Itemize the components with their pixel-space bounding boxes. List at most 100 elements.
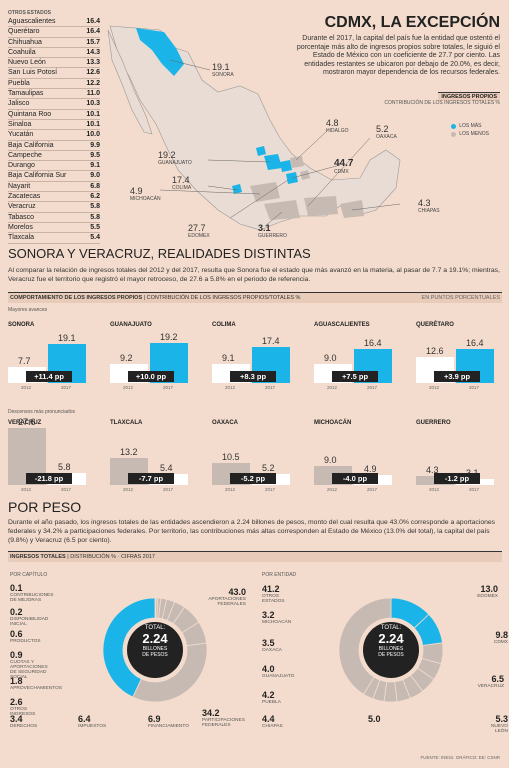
state-row: Tamaulipas 11.0 bbox=[8, 89, 100, 100]
bar-year-label: 2017 bbox=[61, 385, 72, 390]
right-total-label: TOTAL: bbox=[380, 625, 402, 631]
donut-label: 13.0 EDOMEX bbox=[477, 584, 498, 599]
michoacan-region bbox=[250, 182, 280, 202]
donut-label: 4.4 CHIAPAS bbox=[262, 714, 283, 729]
mexico-map bbox=[107, 25, 401, 231]
donut-label: 0.6 PRODUCTOS bbox=[10, 629, 41, 644]
donut-header-sub: DISTRIBUCIÓN % · CIFRAS 2017 bbox=[70, 554, 155, 560]
bar-year-label: 2012 bbox=[327, 385, 338, 390]
state-name: Baja California bbox=[8, 141, 54, 149]
state-value: 9.1 bbox=[90, 162, 100, 170]
donut-label: 4.0 GUANAJUATO bbox=[262, 664, 295, 679]
bar-year-label: 2012 bbox=[21, 385, 32, 390]
bar-year-label: 2017 bbox=[265, 487, 276, 492]
state-name: Zacatecas bbox=[8, 193, 41, 201]
bar-value-label: 19.1 bbox=[58, 332, 76, 343]
donut-label: 0.2 DISPONIBILIDAD INICIAL bbox=[10, 607, 49, 627]
source-credit: FUENTE: INEGI. GRÁFICO: EE: CSNR bbox=[420, 755, 500, 760]
donut-label: 4.2 PUEBLA bbox=[262, 690, 281, 705]
bar-value-label: 13.2 bbox=[120, 446, 138, 457]
donut-label: 3.5 OAXACA bbox=[262, 638, 282, 653]
state-list-header: OTROS ESTADOS bbox=[8, 10, 51, 16]
map-label-guanajuato: 19.2 GUANAJUATO bbox=[158, 150, 192, 166]
change-badge: +3.9 pp bbox=[434, 371, 480, 382]
main-description: Durante el 2017, la capital del país fue… bbox=[296, 35, 500, 77]
state-name: Baja California Sur bbox=[8, 172, 67, 180]
state-name: Nayarit bbox=[8, 182, 31, 190]
map-label-guerrero: 3.1 GUERRERO bbox=[258, 223, 287, 239]
donut-label: 1.8 APROVECHAMIENTOS bbox=[10, 676, 62, 691]
donut-slice bbox=[338, 597, 392, 695]
map-label-edomex: 27.7 EDOMEX bbox=[188, 223, 210, 239]
bar-year-label: 2017 bbox=[469, 385, 480, 390]
right-total-unit1: BILLONES bbox=[378, 646, 404, 652]
state-value: 5.5 bbox=[90, 223, 100, 231]
left-donut-title: POR CAPÍTULO bbox=[10, 572, 48, 578]
state-value: 5.4 bbox=[90, 234, 100, 242]
bar-chart-header-title: COMPORTAMIENTO DE LOS INGRESOS PROPIOS bbox=[10, 295, 143, 301]
bar-state-name: SONORA bbox=[8, 322, 35, 328]
state-list: OTROS ESTADOS Aguascalientes 16.4 Querétar… bbox=[8, 10, 100, 244]
bar-value-label: 16.4 bbox=[364, 338, 382, 349]
state-name: Nuevo León bbox=[8, 59, 46, 67]
state-row: Durango 9.1 bbox=[8, 161, 100, 172]
state-row: San Luis Potosí 12.6 bbox=[8, 68, 100, 79]
tlaxcala-region bbox=[300, 170, 310, 180]
state-name: Puebla bbox=[8, 79, 30, 87]
state-row: Aguascalientes 16.4 bbox=[8, 17, 100, 28]
section3-title: POR PESO bbox=[8, 499, 82, 515]
donut-header-title: INGRESOS TOTALES bbox=[10, 554, 66, 560]
state-row: Campeche 9.5 bbox=[8, 151, 100, 162]
legend-item-most: LOS MÁS bbox=[451, 123, 489, 129]
right-donut-title: POR ENTIDAD bbox=[262, 572, 297, 578]
state-row: Tlaxcala 5.4 bbox=[8, 233, 100, 244]
state-value: 11.0 bbox=[86, 90, 100, 98]
state-row: Sinaloa 10.1 bbox=[8, 120, 100, 131]
left-total-unit1: BILLONES bbox=[142, 646, 168, 652]
state-value: 16.4 bbox=[86, 18, 100, 25]
map-label-colima: 17.4 COLIMA bbox=[172, 175, 192, 191]
state-row: Puebla 12.2 bbox=[8, 79, 100, 90]
state-name: Durango bbox=[8, 162, 35, 170]
state-row: Chihuahua 15.7 bbox=[8, 38, 100, 48]
bar-state-name: COLIMA bbox=[212, 322, 236, 328]
bar-year-label: 2012 bbox=[429, 385, 440, 390]
bar-year-label: 2012 bbox=[327, 487, 338, 492]
bar-year-label: 2017 bbox=[469, 487, 480, 492]
donut-center bbox=[127, 622, 183, 678]
bar-value-label: 9.2 bbox=[120, 352, 133, 363]
bar-value-label: 9.0 bbox=[324, 353, 337, 364]
section2-title: SONORA Y VERACRUZ, REALIDADES DISTINTAS bbox=[8, 246, 311, 261]
donut-label: 3.4 DERECHOS bbox=[10, 714, 38, 729]
section3-description: Durante el año pasado, los ingresos tota… bbox=[8, 519, 496, 544]
state-row: Morelos 5.5 bbox=[8, 223, 100, 234]
state-value: 13.3 bbox=[86, 59, 100, 67]
bar-year-label: 2012 bbox=[123, 385, 134, 390]
donut-center bbox=[363, 622, 419, 678]
bar-value-label: 7.7 bbox=[18, 356, 31, 367]
state-name: Quintana Roo bbox=[8, 110, 52, 118]
map-label-oaxaca: 5.2 OAXACA bbox=[376, 124, 397, 140]
bar-state-name: TLAXCALA bbox=[110, 420, 143, 426]
aguascalientes-region bbox=[256, 146, 266, 156]
state-value: 9.0 bbox=[90, 172, 100, 180]
state-name: Morelos bbox=[8, 223, 33, 231]
state-value: 12.2 bbox=[86, 79, 100, 87]
state-name: Chihuahua bbox=[8, 38, 42, 46]
sonora-region bbox=[136, 28, 184, 76]
right-total-value: 2.24 bbox=[378, 631, 404, 646]
bar-value-label: 9.0 bbox=[324, 455, 337, 466]
change-badge: +11.4 pp bbox=[26, 371, 72, 382]
state-name: Yucatán bbox=[8, 131, 34, 139]
state-value: 9.5 bbox=[90, 151, 100, 159]
bar-state-name: MICHOACÁN bbox=[314, 420, 352, 426]
bar-value-label: 17.4 bbox=[262, 336, 280, 347]
state-row: Zacatecas 6.2 bbox=[8, 192, 100, 203]
main-title: CDMX, LA EXCEPCIÓN bbox=[324, 14, 500, 31]
change-badge: -1.2 pp bbox=[434, 473, 480, 484]
donut-label: 6.9 FINANCIAMIENTO bbox=[148, 714, 189, 729]
state-row: Nayarit 6.8 bbox=[8, 182, 100, 193]
chiapas-region bbox=[340, 200, 364, 218]
change-badge: +7.5 pp bbox=[332, 371, 378, 382]
state-value: 6.8 bbox=[90, 182, 100, 190]
